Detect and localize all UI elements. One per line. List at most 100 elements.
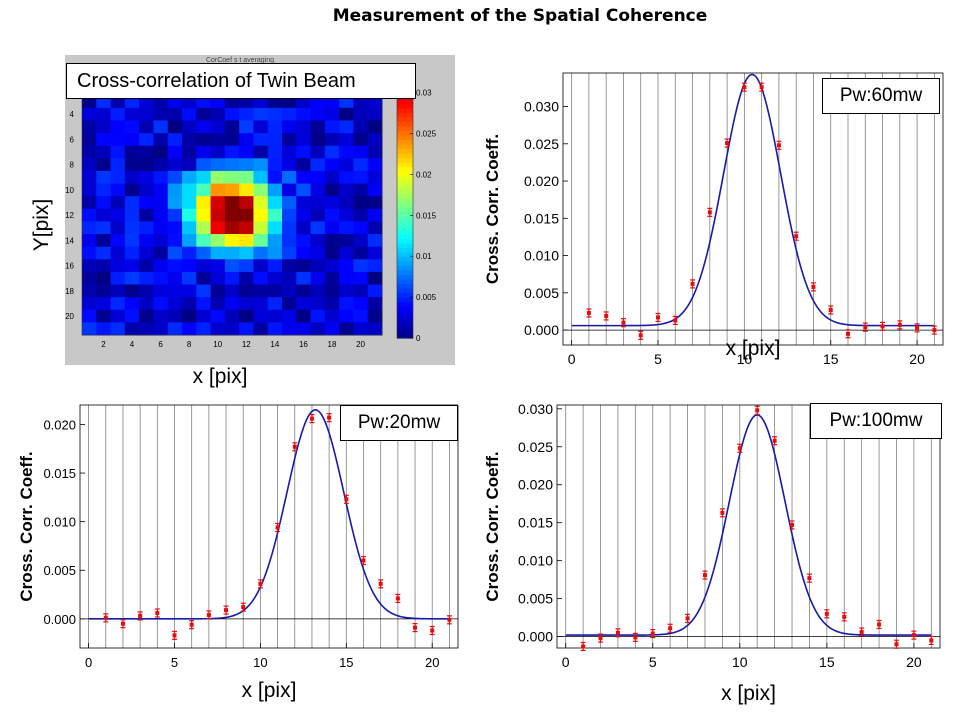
data-point (620, 318, 626, 328)
y-tick-label: 0.000 (518, 629, 553, 645)
heatmap-cell (82, 133, 97, 147)
heatmap-cell (267, 170, 283, 185)
x-tick-label: 20 (425, 655, 439, 670)
heatmap-cell (196, 221, 212, 235)
heatmap-cell (153, 145, 169, 159)
heatmap-x-tick: 18 (328, 340, 337, 349)
data-marker (790, 522, 795, 527)
heatmap-cell (96, 145, 112, 159)
heatmap-cell (182, 271, 197, 286)
y-tick-label: 0.000 (524, 322, 559, 338)
heatmap-cell (324, 208, 340, 222)
data-point (103, 613, 109, 623)
data-marker (650, 631, 655, 636)
heatmap-cell (182, 107, 197, 121)
heatmap-cell (167, 271, 183, 286)
data-point (598, 633, 604, 643)
heatmap-cell (124, 259, 140, 273)
heatmap-cell (124, 196, 140, 210)
heatmap-cell (310, 234, 326, 248)
heatmap-cell (210, 107, 226, 121)
heatmap-cell (167, 322, 183, 336)
heatmap-cell (267, 107, 283, 121)
data-marker (929, 638, 934, 643)
x-tick-label: 5 (654, 351, 662, 367)
heatmap-cell (96, 158, 112, 172)
heatmap-cell (167, 196, 183, 210)
heatmap-cell (239, 107, 254, 121)
colorbar-segment (397, 180, 413, 186)
plot-pw100-chart: 0.000 0.005 0.010 0.015 0.020 0.025 0.030 0 5 10 1… (483, 401, 941, 705)
data-marker (344, 497, 349, 502)
heatmap-cell (196, 208, 212, 222)
heatmap-cell (182, 183, 197, 197)
heatmap-cell (353, 107, 369, 121)
data-point (326, 413, 332, 423)
heatmap-cell (339, 221, 354, 235)
data-marker (772, 438, 777, 443)
heatmap-cell (339, 120, 354, 134)
data-point (154, 608, 160, 618)
data-marker (880, 324, 885, 329)
heatmap-cell (296, 271, 312, 286)
data-marker (702, 573, 707, 578)
heatmap-cell (353, 259, 369, 273)
x-tick-label: 10 (737, 351, 753, 367)
heatmap-cell (296, 196, 312, 210)
plot-pw100-label: Pw:100mw (810, 403, 942, 439)
data-marker (604, 313, 609, 318)
y-tick-label: 0.010 (524, 248, 559, 264)
fit-curve (571, 73, 935, 327)
heatmap-cell (124, 145, 140, 159)
colorbar-segment (397, 149, 413, 155)
data-point (897, 320, 903, 330)
plot-area (563, 73, 943, 345)
y-tick-label: 0.010 (518, 553, 553, 569)
y-axis-label: Cross. Corr. Coeff. (483, 134, 502, 284)
heatmap-cell (167, 183, 183, 197)
colorbar-segment (397, 279, 413, 285)
y-tick-label: 0.015 (43, 466, 76, 481)
heatmap-cell (96, 246, 112, 260)
data-point (754, 405, 760, 415)
data-marker (155, 611, 160, 616)
colorbar-segment (397, 189, 413, 195)
data-point (719, 508, 725, 518)
heatmap-cell (353, 246, 369, 260)
heatmap-cell (182, 208, 197, 222)
heatmap-cell (224, 234, 240, 248)
heatmap-cell (324, 309, 340, 323)
heatmap-cell (367, 271, 383, 286)
data-marker (915, 325, 920, 330)
heatmap-cell (339, 158, 354, 172)
data-point (862, 322, 868, 332)
colorbar-segment (397, 306, 413, 312)
heatmap-cell (282, 246, 297, 260)
heatmap-cell (353, 322, 369, 336)
colorbar-segment (397, 320, 413, 326)
heatmap-cell (267, 322, 283, 336)
heatmap-cell (139, 170, 154, 185)
heatmap-cell (367, 208, 383, 222)
heatmap-cell (210, 284, 226, 298)
heatmap-cell (153, 183, 169, 197)
heatmap-cell (210, 309, 226, 323)
data-marker (275, 525, 280, 530)
heatmap-overlay-label: Cross-correlation of Twin Beam (66, 63, 416, 99)
plot-pw100: 0.000 0.005 0.010 0.015 0.020 0.025 0.030 0 5 10 1… (475, 395, 960, 720)
data-marker (863, 325, 868, 330)
heatmap-cell (167, 246, 183, 260)
data-point (632, 632, 638, 642)
heatmap-cell (339, 208, 354, 222)
heatmap-cell (339, 259, 354, 273)
data-point (292, 442, 298, 452)
heatmap-cell (224, 145, 240, 159)
heatmap-cell (153, 107, 169, 121)
heatmap-cell (282, 158, 297, 172)
heatmap-cell (324, 297, 340, 311)
heatmap-cell (139, 234, 154, 248)
data-marker (742, 85, 747, 90)
heatmap-y-tick: 14 (65, 236, 74, 245)
heatmap-cell (224, 196, 240, 210)
heatmap-cell (124, 234, 140, 248)
